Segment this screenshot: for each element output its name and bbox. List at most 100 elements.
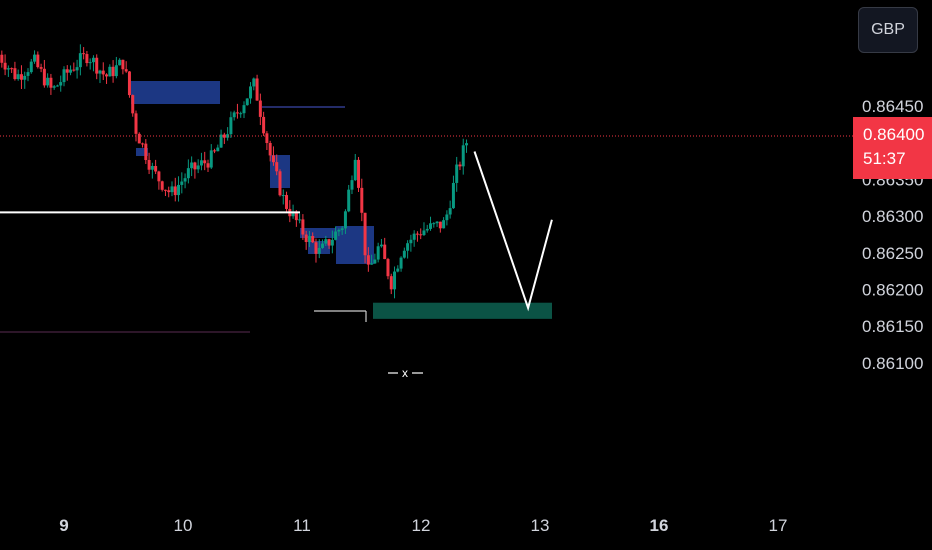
price-tick-label: 0.86200 (862, 281, 923, 300)
candle-body (19, 74, 23, 80)
candle-body (108, 66, 112, 77)
candle-body (213, 150, 217, 152)
candle-body (458, 164, 462, 167)
candle-body (167, 190, 171, 193)
currency-button[interactable]: GBP (858, 7, 918, 53)
candle-body (163, 189, 167, 191)
candle-body (219, 134, 223, 148)
candle-body (232, 112, 236, 118)
candle-body (409, 239, 413, 244)
candle-body (353, 159, 357, 181)
candle-body (321, 243, 325, 248)
candle-body (216, 147, 220, 152)
candle-body (127, 71, 131, 96)
time-axis[interactable]: 9 10 11 12 13 16 17 (59, 516, 787, 535)
candle-body (75, 67, 79, 71)
candle-body (429, 223, 433, 229)
candle-body (95, 57, 99, 74)
candle-body (177, 184, 181, 196)
candle-body (154, 166, 158, 172)
candle-body (3, 62, 7, 70)
candle-body (343, 211, 347, 229)
candle-body (285, 195, 289, 209)
candle-body (186, 168, 190, 179)
candle-body (0, 54, 4, 63)
order-block (131, 81, 220, 104)
candle-body (291, 211, 295, 217)
candle-body (134, 113, 138, 134)
candle-body (209, 150, 213, 168)
candle-body (203, 160, 207, 164)
candle-body (419, 234, 423, 236)
candle-body (23, 75, 27, 80)
candle-body (147, 160, 151, 170)
time-tick-label: 11 (293, 516, 311, 535)
candle-body (150, 166, 154, 170)
candle-body (278, 171, 282, 196)
order-block (136, 148, 148, 156)
candle-body (425, 228, 429, 231)
time-tick-label: 9 (59, 516, 68, 535)
candle-body (65, 69, 69, 73)
time-tick-label: 17 (769, 516, 788, 535)
candle-body (26, 72, 30, 76)
candle-body (435, 221, 439, 224)
candle-body (85, 54, 89, 64)
candle-body (265, 133, 269, 144)
candle-body (461, 145, 465, 167)
candle-body (357, 159, 361, 188)
candle-body (180, 181, 184, 185)
candle-body (317, 247, 321, 254)
candle-body (49, 77, 53, 88)
candle-body (55, 85, 59, 87)
candle-body (121, 59, 125, 70)
candle-body (33, 54, 37, 62)
candle-body (445, 214, 449, 221)
candle-body (183, 178, 187, 182)
candle-body (275, 162, 279, 172)
candle-body (235, 112, 239, 114)
candle-body (451, 182, 455, 209)
candle-body (350, 180, 354, 190)
candle-body (399, 257, 403, 269)
candle-body (6, 68, 10, 70)
candle-body (173, 186, 177, 196)
candle-body (373, 259, 377, 264)
candle-body (160, 181, 164, 190)
candle-body (88, 62, 92, 64)
candle-body (144, 143, 148, 161)
candle-body (249, 86, 253, 99)
candle-body (13, 68, 17, 80)
candle-body (347, 189, 351, 212)
price-tick-label: 0.86250 (862, 244, 923, 263)
candle-body (376, 246, 380, 260)
candle-body (294, 211, 298, 221)
candle-body (36, 54, 40, 68)
candle-body (10, 68, 14, 70)
candle-body (62, 69, 66, 83)
candle-body (393, 271, 397, 290)
candle-body (82, 53, 86, 55)
candle-body (383, 244, 387, 260)
candle-body (330, 239, 334, 246)
candle-body (91, 57, 95, 63)
candle-body (422, 230, 426, 235)
candle-body (298, 219, 302, 221)
candle-body (304, 234, 308, 242)
candle-body (448, 208, 452, 215)
candle-body (386, 259, 390, 277)
candle-body (59, 82, 63, 86)
candle-body (242, 105, 246, 114)
candle-body (255, 78, 259, 101)
candle-body (124, 69, 128, 72)
time-tick-label: 13 (531, 516, 550, 535)
currency-label: GBP (871, 21, 905, 38)
time-tick-label: 16 (650, 516, 669, 535)
candle-body (268, 143, 272, 156)
candle-body (29, 61, 33, 73)
candle-body (114, 65, 118, 77)
candle-body (78, 53, 82, 68)
current-price-tag: 0.86400 51:37 (853, 117, 932, 179)
candle-body (170, 186, 174, 193)
